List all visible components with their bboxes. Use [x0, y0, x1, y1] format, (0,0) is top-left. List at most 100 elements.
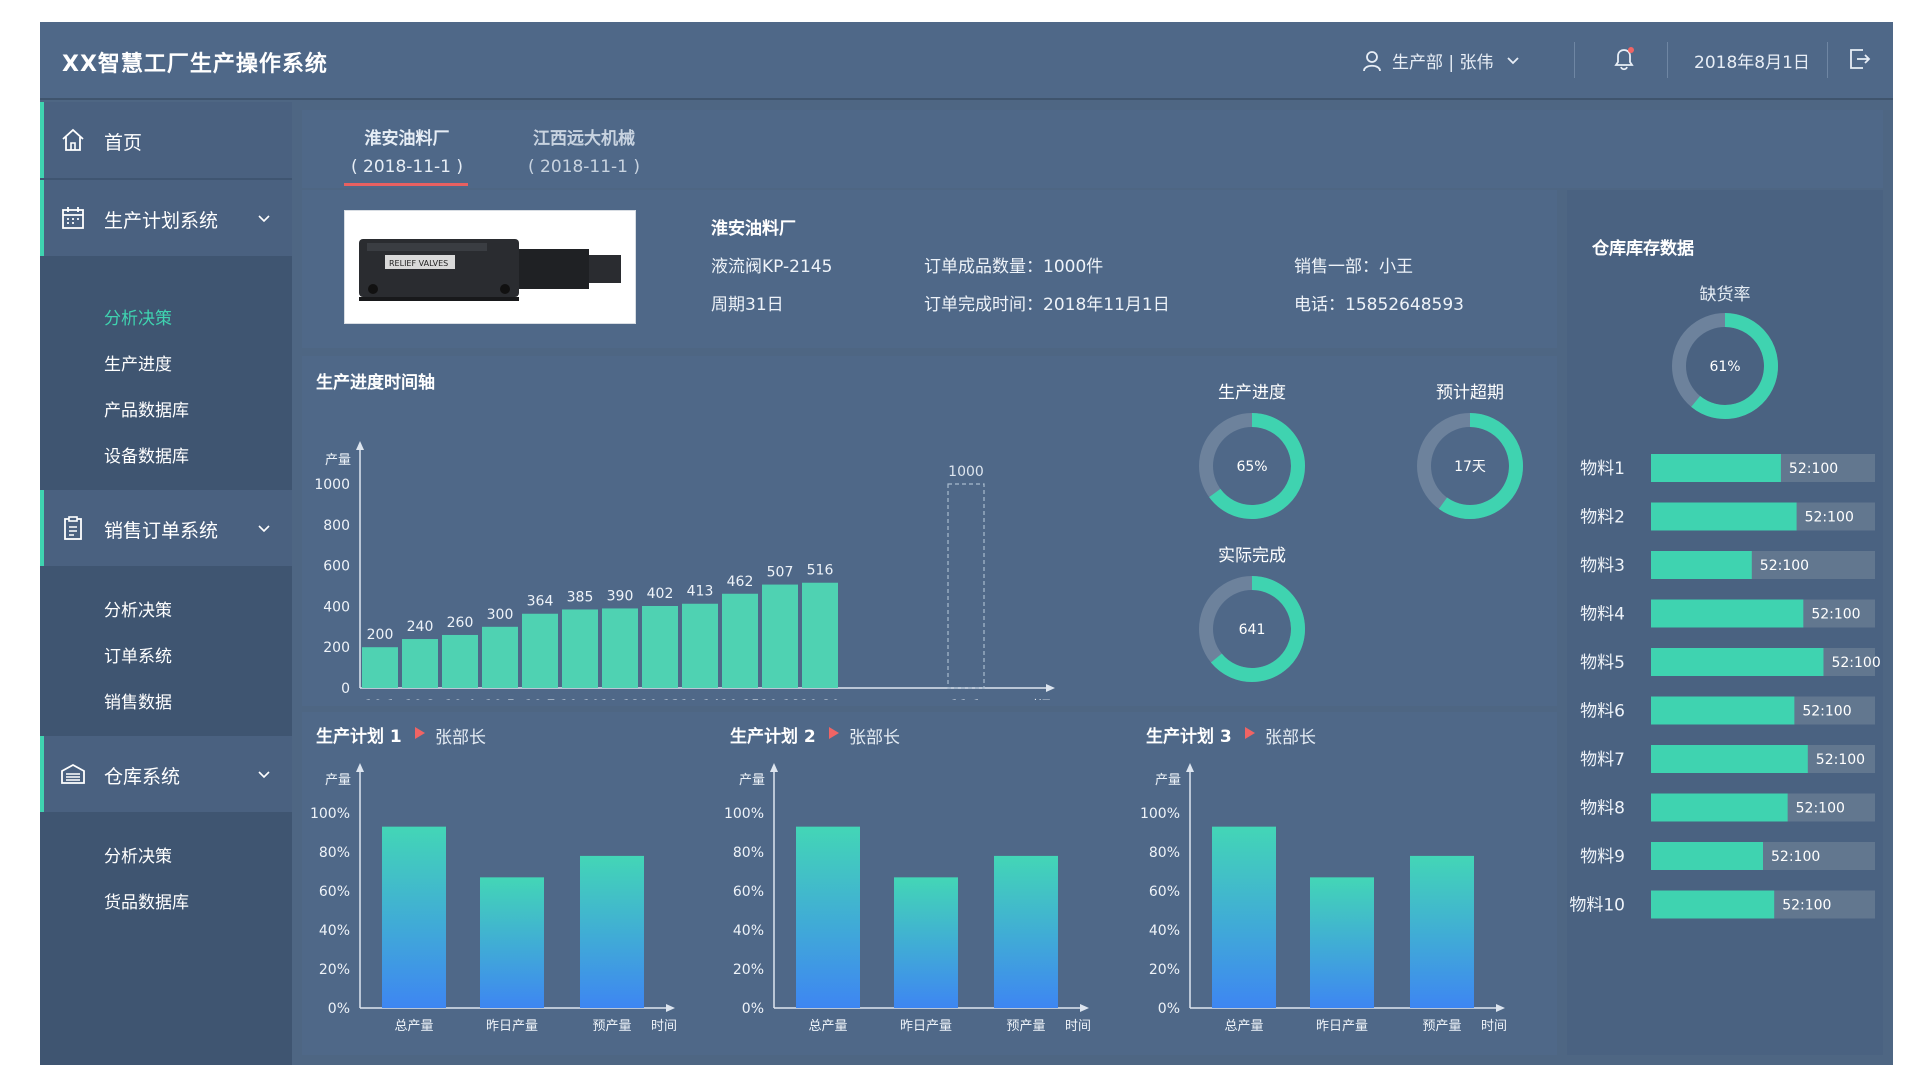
material-bar-fill[interactable]	[1651, 454, 1781, 482]
order-finish-time: 订单完成时间：2018年11月1日	[924, 295, 1170, 315]
x-tick-label: 10.12	[600, 698, 640, 700]
subnav-analysis[interactable]: 分析决策	[104, 309, 172, 329]
timeline-bar[interactable]	[682, 603, 718, 688]
y-tick-label: 100%	[310, 806, 350, 822]
gauge-arc	[1691, 313, 1778, 419]
material-bar-fill[interactable]	[1651, 502, 1797, 531]
material-bars: 物料1 52:100 物料2 52:100 物料3 52:100 物料4 52:100 物料5 5…	[1569, 454, 1881, 919]
timeline-bar[interactable]	[602, 608, 638, 688]
bar-value-label: 402	[647, 586, 674, 602]
y-tick-label: 40%	[319, 923, 350, 939]
subnav-product-database[interactable]: 产品数据库	[104, 401, 189, 421]
subnav-production-progress[interactable]: 生产进度	[104, 355, 172, 375]
gauge-value-label: 17天	[1454, 459, 1486, 475]
x-tick-label: 10.18	[760, 698, 800, 700]
gauge-title-overdue: 预计超期	[1436, 383, 1504, 403]
timeline-bar[interactable]	[442, 634, 478, 688]
plan-bar[interactable]	[382, 826, 446, 1008]
gauge-shortage: 61%	[1672, 313, 1778, 419]
tab-jiangxi[interactable]: 江西远大机械 ( 2018-11-1 )	[514, 124, 654, 177]
logout-button[interactable]	[1848, 47, 1872, 71]
x-tick-label: 总产量	[1224, 1019, 1263, 1034]
y-tick-label: 60%	[1149, 884, 1180, 900]
timeline-bar[interactable]	[362, 647, 398, 688]
header-divider	[1827, 42, 1828, 78]
material-bar-fill[interactable]	[1651, 793, 1788, 822]
material-bar-fill[interactable]	[1651, 890, 1775, 919]
plan-card-1: 生产计划 1 张部长 产量 时间 0% 20% 40% 60% 80% 100% 总产量 昨日产量…	[302, 712, 712, 1055]
material-label: 物料8	[1580, 799, 1625, 819]
material-bar-fill[interactable]	[1651, 745, 1808, 773]
plan-owner: 张部长	[849, 728, 900, 748]
plan-bar[interactable]	[1310, 877, 1374, 1008]
subnav-equipment-database[interactable]: 设备数据库	[104, 447, 189, 467]
timeline-bar[interactable]	[642, 605, 678, 688]
chevron-down-icon	[256, 210, 272, 226]
nav-accent	[40, 102, 44, 178]
material-bar-fill[interactable]	[1651, 696, 1795, 725]
y-tick-label: 100%	[724, 806, 764, 822]
timeline-bar[interactable]	[722, 593, 758, 688]
plan-bar[interactable]	[480, 877, 544, 1008]
x-axis-arrow	[1046, 684, 1055, 692]
timeline-bar[interactable]	[522, 613, 558, 688]
y-axis-arrow	[356, 763, 364, 772]
target-bar[interactable]	[947, 483, 985, 689]
x-tick-label: 预产量	[592, 1019, 631, 1034]
y-tick-label: 60%	[319, 884, 350, 900]
y-tick-label: 20%	[1149, 962, 1180, 978]
timeline-bar[interactable]	[762, 584, 798, 688]
notification-button[interactable]	[1612, 46, 1636, 72]
material-ratio-label: 52:100	[1816, 752, 1865, 768]
plan-bar[interactable]	[796, 826, 860, 1008]
subnav-warehouse-analysis[interactable]: 分析决策	[104, 847, 172, 867]
plan-bar[interactable]	[1410, 855, 1474, 1008]
plan-owner: 张部长	[1265, 728, 1316, 748]
timeline-bar[interactable]	[402, 639, 438, 688]
material-label: 物料5	[1580, 653, 1625, 673]
sidebar-item-production-plan[interactable]: 生产计划系统	[40, 180, 292, 256]
plan-bar[interactable]	[580, 855, 644, 1008]
tab-name: 江西远大机械	[533, 129, 635, 149]
material-bar-fill[interactable]	[1651, 842, 1763, 870]
tab-huaian[interactable]: 淮安油料厂 ( 2018-11-1 )	[342, 124, 472, 177]
material-ratio-label: 52:100	[1831, 655, 1880, 671]
user-menu[interactable]: 生产部 | 张伟	[1362, 48, 1520, 73]
triangle-right-icon	[414, 726, 426, 740]
sidebar-item-sales-order[interactable]: 销售订单系统	[40, 490, 292, 566]
material-bar-fill[interactable]	[1651, 551, 1752, 579]
y-axis-arrow	[770, 763, 778, 772]
material-ratio-label: 52:100	[1782, 898, 1831, 914]
sidebar-item-warehouse[interactable]: 仓库系统	[40, 736, 292, 812]
x-tick-label: 10.4	[444, 698, 475, 700]
y-axis-arrow	[1186, 763, 1194, 772]
bar-value-label: 390	[607, 588, 634, 604]
timeline-bar[interactable]	[562, 609, 598, 688]
warehouse-title: 仓库库存数据	[1592, 239, 1694, 259]
plan-bar[interactable]	[1212, 826, 1276, 1008]
material-bar-fill[interactable]	[1651, 599, 1804, 628]
subnav-order-system[interactable]: 订单系统	[104, 647, 172, 667]
y-tick-label: 60%	[733, 884, 764, 900]
subnav-goods-database[interactable]: 货品数据库	[104, 893, 189, 913]
material-label: 物料3	[1580, 556, 1625, 576]
material-label: 物料1	[1580, 459, 1625, 479]
chevron-down-icon	[1506, 56, 1520, 66]
timeline-bar[interactable]	[482, 626, 518, 688]
order-cycle: 周期31日	[711, 295, 784, 315]
gauge-arc	[1210, 576, 1305, 682]
material-label: 物料10	[1569, 896, 1625, 916]
subnav-sales-analysis[interactable]: 分析决策	[104, 601, 172, 621]
plan-bar[interactable]	[894, 877, 958, 1008]
timeline-bar[interactable]	[802, 582, 838, 688]
subnav-sales-data[interactable]: 销售数据	[104, 693, 172, 713]
sidebar-item-home[interactable]: 首页	[40, 102, 292, 178]
bar-value-label: 200	[367, 627, 394, 643]
bar-value-label: 385	[567, 589, 594, 605]
user-label: 生产部 | 张伟	[1392, 53, 1494, 73]
x-axis-label: 时间	[1481, 1019, 1507, 1034]
plan-bar[interactable]	[994, 855, 1058, 1008]
material-bar-fill[interactable]	[1651, 648, 1824, 676]
x-tick-label: 10.20	[800, 698, 840, 700]
